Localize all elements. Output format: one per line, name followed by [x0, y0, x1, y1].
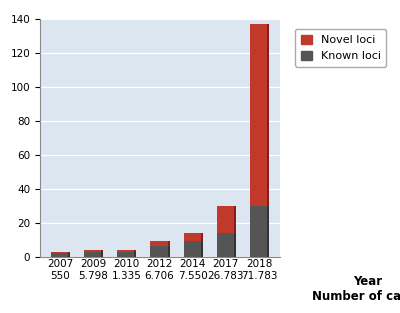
Bar [184, 233, 202, 241]
Bar [134, 250, 136, 252]
Bar [150, 246, 169, 257]
Bar [51, 252, 69, 253]
Bar [217, 233, 235, 257]
Legend: Novel loci, Known loci: Novel loci, Known loci [295, 29, 386, 67]
Text: Year
Number of cases: Year Number of cases [312, 275, 400, 303]
Bar [150, 241, 169, 246]
Bar [234, 206, 236, 233]
Bar [267, 206, 269, 257]
Bar [250, 206, 268, 257]
Bar [201, 233, 203, 241]
Bar [267, 24, 269, 206]
Bar [117, 252, 136, 257]
Bar [168, 246, 170, 257]
Bar [184, 241, 202, 257]
Bar [201, 241, 203, 257]
Bar [101, 250, 103, 252]
Bar [168, 241, 170, 246]
Bar [84, 250, 102, 252]
Bar [51, 253, 69, 257]
Bar [217, 206, 235, 233]
Bar [134, 252, 136, 257]
Bar [117, 250, 136, 252]
Bar [68, 253, 70, 257]
Bar [68, 252, 70, 253]
Bar [84, 252, 102, 257]
Bar [250, 24, 268, 206]
Bar [101, 252, 103, 257]
Bar [234, 233, 236, 257]
